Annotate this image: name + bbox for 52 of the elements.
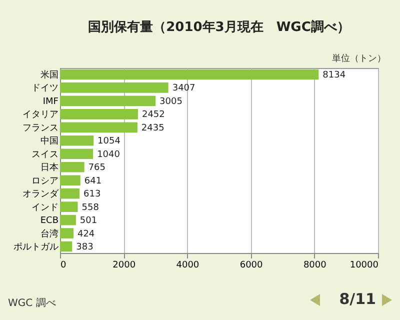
- bar: [60, 69, 319, 80]
- bar: [60, 188, 80, 199]
- bar: [60, 214, 76, 226]
- y-tick-label: 台湾: [40, 228, 58, 240]
- data-label: 2435: [141, 123, 164, 134]
- data-label: 501: [80, 216, 98, 226]
- data-label: 2452: [142, 110, 165, 120]
- text: 単位（トン）: [332, 52, 386, 65]
- y-tick-label: フランス: [22, 123, 58, 134]
- x-tick-label: 4000: [176, 260, 200, 270]
- data-label: 3005: [160, 96, 182, 107]
- data-label: 8134: [322, 70, 346, 80]
- data-label: 613: [83, 190, 101, 200]
- x-tick-label: 6000: [240, 260, 264, 270]
- data-label: 1040: [97, 150, 120, 160]
- y-tick-label: ECB: [40, 216, 58, 226]
- x-tick-label: 0: [60, 260, 66, 270]
- data-label: 641: [84, 176, 102, 186]
- chart-title: 国別保有量（2010年3月現在 WGC調べ）: [88, 19, 350, 35]
- bar: [60, 175, 80, 186]
- bar: [60, 96, 156, 106]
- y-tick-label: スイス: [32, 150, 58, 160]
- data-label: 558: [82, 202, 100, 213]
- y-tick-label: ドイツ: [32, 84, 58, 94]
- text: 8/11: [339, 290, 376, 308]
- bar: [60, 109, 138, 120]
- y-tick-label: IMF: [42, 96, 58, 107]
- data-label: 1054: [98, 136, 121, 147]
- x-tick-label: 2000: [112, 260, 136, 270]
- y-tick-label: 日本: [40, 162, 58, 174]
- y-tick-label: 米国: [40, 69, 58, 80]
- y-tick-label: インド: [32, 202, 58, 213]
- bar: [60, 241, 72, 252]
- y-tick-label: ロシア: [32, 176, 58, 186]
- x-tick-label: 8000: [303, 260, 327, 270]
- data-label: 424: [77, 229, 95, 240]
- bar: [60, 122, 138, 133]
- bar: [60, 82, 168, 93]
- y-tick-label: イタリア: [22, 110, 58, 120]
- text: WGC 調べ: [8, 296, 56, 310]
- y-tick-label: 中国: [40, 136, 58, 147]
- y-tick-label: オランダ: [22, 188, 60, 200]
- bar: [60, 148, 94, 160]
- bar: [60, 202, 78, 212]
- data-label: 765: [88, 163, 106, 174]
- x-tick-label: 10000: [350, 260, 379, 270]
- data-label: 3407: [172, 84, 196, 94]
- bar: [60, 162, 84, 172]
- bar: [60, 135, 94, 146]
- y-tick-label: ポルトガル: [14, 242, 58, 253]
- bar: [60, 228, 74, 238]
- data-label: 383: [76, 242, 94, 253]
